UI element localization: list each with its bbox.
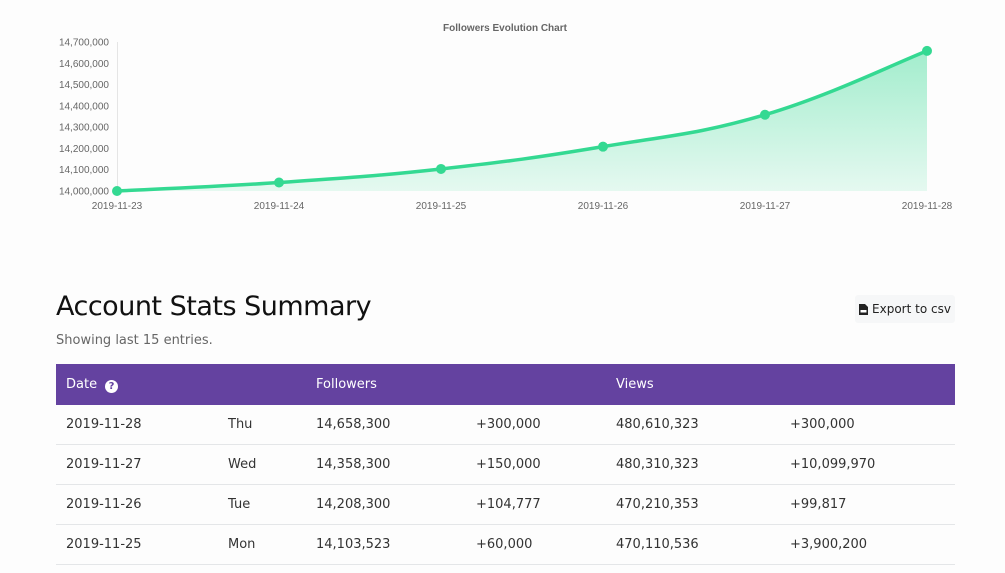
cell-followers: 14,208,300: [306, 484, 466, 525]
followers-line: [116, 49, 928, 193]
summary-title: Account Stats Summary: [56, 291, 372, 322]
y-tick-label: 14,500,000: [59, 80, 109, 91]
cell-date: 2019-11-27: [56, 444, 218, 485]
export-csv-label: Export to csv: [872, 302, 951, 316]
cell-views: 480,610,323: [606, 405, 780, 445]
y-tick-label: 14,300,000: [59, 123, 109, 134]
data-point-2019-11-26[interactable]: [598, 141, 608, 152]
table-row: 2019-11-25 Mon 14,103,523 +60,000 470,11…: [56, 524, 955, 565]
data-point-2019-11-24[interactable]: [274, 177, 284, 188]
y-tick-label: 14,200,000: [59, 144, 109, 155]
followers-area: [117, 50, 927, 191]
cell-followers-delta: +150,000: [466, 444, 606, 485]
cell-followers: 14,103,523: [306, 524, 466, 565]
data-point-2019-11-25[interactable]: [436, 163, 446, 174]
data-point-2019-11-27[interactable]: [760, 109, 770, 120]
cell-views: 470,210,353: [606, 484, 780, 525]
header-views-delta: [780, 364, 955, 405]
cell-views-delta: +3,900,200: [780, 524, 955, 565]
stats-table: Date? Followers Views 2019-11-28 Thu 14,…: [56, 364, 955, 565]
y-tick-label: 14,700,000: [59, 38, 109, 49]
cell-followers: 14,358,300: [306, 444, 466, 485]
x-tick-label: 2019-11-26: [578, 201, 629, 212]
header-views[interactable]: Views: [616, 377, 654, 392]
header-followers-delta: [466, 364, 606, 405]
data-point-2019-11-28[interactable]: [922, 45, 932, 56]
y-tick-label: 14,400,000: [59, 101, 109, 112]
table-row: 2019-11-28 Thu 14,658,300 +300,000 480,6…: [56, 405, 955, 445]
cell-date: 2019-11-28: [56, 405, 218, 445]
x-tick-label: 2019-11-27: [740, 201, 791, 212]
export-csv-button[interactable]: Export to csv: [855, 295, 955, 323]
cell-views-delta: +300,000: [780, 405, 955, 445]
cell-views: 470,110,536: [606, 524, 780, 565]
y-tick-label: 14,600,000: [59, 59, 109, 70]
table-row: 2019-11-27 Wed 14,358,300 +150,000 480,3…: [56, 444, 955, 485]
cell-day: Tue: [218, 484, 306, 525]
cell-views: 480,310,323: [606, 444, 780, 485]
header-date-label: Date: [66, 376, 98, 392]
cell-followers-delta: +104,777: [466, 484, 606, 525]
x-tick-label: 2019-11-24: [254, 201, 305, 212]
followers-chart: Followers Evolution Chart 14,000,000 14,1…: [59, 23, 953, 212]
x-tick-label: 2019-11-23: [92, 201, 143, 212]
y-tick-label: 14,100,000: [59, 165, 109, 176]
file-csv-icon: [859, 303, 869, 315]
data-point-2019-11-23[interactable]: [112, 186, 122, 196]
cell-day: Mon: [218, 524, 306, 565]
cell-followers: 14,658,300: [306, 405, 466, 445]
cell-views-delta: +10,099,970: [780, 444, 955, 485]
cell-date: 2019-11-26: [56, 484, 218, 525]
question-circle-icon[interactable]: ?: [105, 379, 119, 393]
chart-title: Followers Evolution Chart: [443, 23, 568, 34]
cell-followers-delta: +300,000: [466, 405, 606, 445]
table-header-row: Date? Followers Views: [56, 364, 955, 405]
x-tick-label: 2019-11-28: [902, 201, 953, 212]
x-tick-label: 2019-11-25: [416, 201, 467, 212]
summary-subtitle: Showing last 15 entries.: [56, 333, 213, 348]
cell-date: 2019-11-25: [56, 524, 218, 565]
cell-day: Wed: [218, 444, 306, 485]
y-tick-label: 14,000,000: [59, 187, 109, 198]
header-date[interactable]: Date?: [56, 364, 218, 405]
cell-day: Thu: [218, 405, 306, 445]
table-row: 2019-11-26 Tue 14,208,300 +104,777 470,2…: [56, 484, 955, 525]
header-followers[interactable]: Followers: [316, 377, 377, 392]
cell-views-delta: +99,817: [780, 484, 955, 525]
header-day: [218, 364, 306, 405]
cell-followers-delta: +60,000: [466, 524, 606, 565]
